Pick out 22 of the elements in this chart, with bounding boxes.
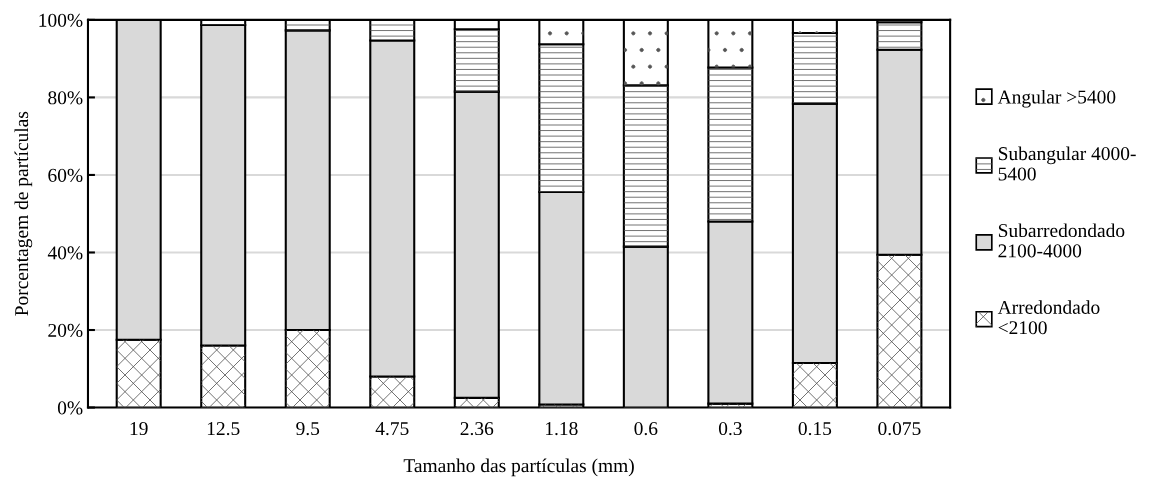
x-tick-label: 19 (130, 422, 148, 436)
y-tick-label: 20% (48, 323, 83, 338)
legend-label: Arredondado <2100 (997, 300, 1100, 335)
x-tick-label: 0.075 (878, 421, 921, 436)
y-tick-label: 0% (57, 401, 83, 415)
x-tick-label: 0.15 (798, 421, 832, 436)
y-tick-label: 80% (48, 91, 83, 105)
x-tick-label: 12.5 (207, 422, 240, 436)
legend-label: Subangular 4000- 5400 (998, 146, 1136, 181)
y-tick-label: 60% (48, 168, 83, 182)
x-tick-label: 0.6 (634, 421, 658, 436)
x-axis-title: Tamanho das partículas (mm) (403, 458, 634, 477)
legend-label: Angular >5400 (997, 89, 1116, 108)
x-tick-label: 9.5 (296, 422, 320, 436)
legend-label: Subarredondado 2100-4000 (998, 223, 1125, 258)
x-tick-label: 2.36 (460, 422, 494, 436)
x-tick-label: 0.3 (718, 421, 742, 436)
y-axis-title: Porcentagem de partículas (14, 111, 33, 316)
y-tick-label: 100% (39, 13, 83, 27)
x-tick-label: 4.75 (375, 422, 409, 436)
y-tick-label: 40% (47, 246, 83, 260)
x-tick-label: 1.18 (546, 421, 578, 436)
